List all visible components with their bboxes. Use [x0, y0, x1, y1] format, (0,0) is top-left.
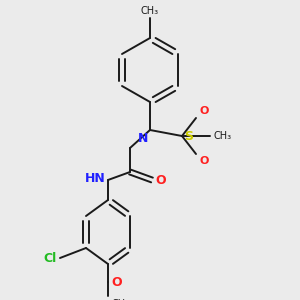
- Text: N: N: [138, 132, 148, 145]
- Text: HN: HN: [85, 172, 106, 185]
- Text: O: O: [111, 275, 122, 289]
- Text: S: S: [184, 130, 193, 142]
- Text: O: O: [155, 173, 166, 187]
- Text: CH₃: CH₃: [213, 131, 231, 141]
- Text: O: O: [199, 106, 208, 116]
- Text: CH₃: CH₃: [141, 6, 159, 16]
- Text: O: O: [199, 156, 208, 166]
- Text: CH₃: CH₃: [111, 299, 129, 300]
- Text: Cl: Cl: [44, 251, 57, 265]
